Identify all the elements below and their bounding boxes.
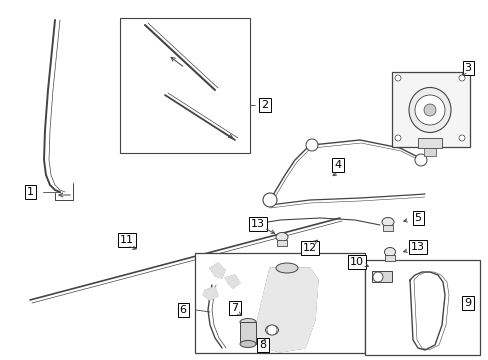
- Text: 1: 1: [26, 187, 34, 197]
- Text: 11: 11: [120, 235, 134, 245]
- Bar: [364, 260, 479, 355]
- Circle shape: [305, 139, 317, 151]
- Text: 5: 5: [414, 213, 421, 223]
- Bar: [371, 271, 391, 282]
- Bar: [276, 240, 286, 246]
- Text: 8: 8: [259, 340, 266, 350]
- Circle shape: [458, 75, 464, 81]
- Ellipse shape: [408, 87, 450, 132]
- Bar: [417, 138, 441, 148]
- Bar: [195, 253, 364, 353]
- Polygon shape: [254, 268, 317, 352]
- Text: 2: 2: [261, 100, 268, 110]
- Text: 13: 13: [410, 242, 424, 252]
- Ellipse shape: [240, 319, 256, 325]
- Bar: [391, 72, 469, 147]
- Bar: [382, 225, 392, 231]
- Circle shape: [266, 325, 276, 335]
- Circle shape: [263, 193, 276, 207]
- Text: 13: 13: [250, 219, 264, 229]
- Ellipse shape: [240, 341, 256, 347]
- Circle shape: [414, 154, 426, 166]
- Circle shape: [414, 95, 444, 125]
- Bar: [423, 148, 435, 156]
- Circle shape: [394, 135, 400, 141]
- Circle shape: [372, 272, 382, 282]
- Bar: [384, 255, 394, 261]
- Ellipse shape: [381, 217, 393, 226]
- Polygon shape: [203, 287, 218, 300]
- Circle shape: [394, 75, 400, 81]
- Text: 6: 6: [179, 305, 186, 315]
- Text: 7: 7: [231, 303, 238, 313]
- Text: 9: 9: [464, 298, 470, 308]
- Circle shape: [458, 135, 464, 141]
- Bar: [120, 18, 249, 153]
- Text: 10: 10: [349, 257, 363, 267]
- Text: 12: 12: [303, 243, 316, 253]
- Ellipse shape: [275, 263, 297, 273]
- Ellipse shape: [384, 248, 395, 256]
- Circle shape: [423, 104, 435, 116]
- Polygon shape: [209, 263, 224, 278]
- Ellipse shape: [265, 325, 278, 335]
- Ellipse shape: [275, 233, 287, 242]
- Text: 4: 4: [334, 160, 341, 170]
- Text: 3: 3: [464, 63, 470, 73]
- Bar: [240, 322, 256, 344]
- Polygon shape: [224, 275, 240, 288]
